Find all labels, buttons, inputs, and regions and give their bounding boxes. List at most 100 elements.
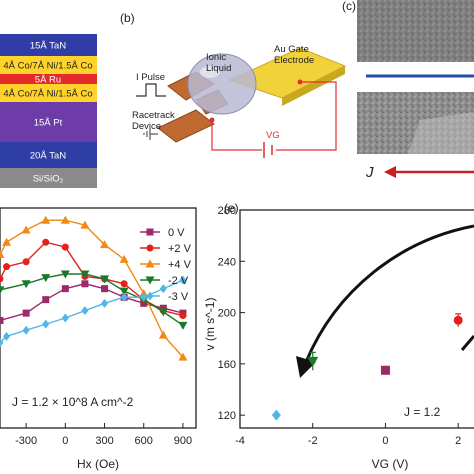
x-tick-label-d: 0 — [62, 435, 68, 447]
legend-label: 0 V — [168, 227, 185, 239]
current-arrowhead — [384, 166, 396, 178]
data-point — [21, 280, 31, 289]
data-point — [307, 356, 319, 367]
text-line: Ionic — [206, 52, 226, 63]
data-point — [120, 280, 128, 288]
kerr-image-top — [357, 0, 474, 62]
stack-layer — [0, 142, 97, 168]
legend-marker — [145, 259, 155, 268]
stack-layer-label: 4Å Co/7Å Ni/1.5Å Co — [3, 89, 92, 100]
data-point — [42, 296, 50, 304]
data-point — [100, 275, 110, 284]
current-density-annotation: J = 1.2 × 10^8 A cm^-2 — [12, 395, 134, 409]
data-point — [271, 409, 281, 421]
data-point — [100, 240, 110, 249]
text-line: Au Gate — [274, 44, 309, 55]
data-point — [21, 225, 31, 234]
data-point — [101, 285, 109, 293]
data-point — [60, 215, 70, 224]
circuit-node-1 — [209, 117, 215, 123]
y-tick-label-e: 200 — [218, 308, 236, 320]
y-tick-label-e: 120 — [218, 410, 236, 422]
pulse-symbol — [136, 83, 166, 97]
data-point — [158, 330, 168, 339]
x-tick-label-d: 900 — [174, 435, 192, 447]
data-point — [0, 249, 5, 258]
x-tick-label-d: 600 — [135, 435, 153, 447]
data-point — [380, 365, 390, 375]
stack-layer — [0, 102, 97, 142]
y-tick-label-e: 160 — [218, 359, 236, 371]
y-tick-label-e: 280 — [218, 205, 236, 217]
x-tick-label-e: 2 — [455, 435, 461, 447]
x-tick-label-e: 0 — [382, 435, 388, 447]
stack-layer-label: 20Å TaN — [30, 151, 66, 162]
circuit-wire-right — [276, 81, 337, 151]
series-line — [0, 219, 184, 358]
droplet-highlight — [200, 66, 220, 78]
stack-layer-label: 15Å Pt — [34, 118, 63, 129]
data-point — [41, 274, 51, 283]
legend-label: +4 V — [168, 259, 192, 271]
stack-layer — [0, 56, 97, 74]
data-point — [140, 292, 148, 302]
panel-label-b: (b) — [120, 11, 135, 25]
legend-label: -2 V — [168, 275, 189, 287]
stack-layer — [0, 168, 97, 188]
data-point — [61, 313, 69, 323]
legend-marker — [146, 244, 154, 252]
x-axis-label-e: VG (V) — [372, 457, 409, 471]
trend-arrow-curve — [304, 224, 474, 363]
data-point — [42, 319, 50, 329]
pulse-label: I Pulse — [136, 72, 165, 83]
data-point — [0, 275, 4, 283]
ground-icon — [143, 128, 158, 140]
stack-layer — [0, 84, 97, 102]
x-axis-label-d: Hx (Oe) — [77, 457, 119, 471]
data-point — [159, 284, 167, 294]
data-point — [178, 352, 188, 361]
x-tick-label-e: -4 — [235, 435, 245, 447]
data-point — [119, 254, 129, 263]
data-point — [120, 292, 128, 302]
panel-label-e: (e) — [224, 201, 239, 215]
trend-arrow-2 — [460, 335, 474, 351]
series-line — [0, 273, 184, 326]
stack-layer-label: 15Å TaN — [30, 41, 66, 52]
data-point — [3, 263, 11, 271]
data-point — [80, 270, 90, 279]
data-point — [453, 315, 463, 325]
data-point — [81, 280, 89, 288]
chart-hx: -300 0 300 600 900 J = 1.2 × 10^8 A cm^-2 Hx… — [0, 207, 197, 471]
legend-label: +2 V — [168, 243, 192, 255]
kerr-image-bottom — [357, 92, 474, 154]
data-point — [119, 287, 129, 296]
stack-layer — [0, 34, 97, 56]
text-line: Electrode — [274, 55, 314, 66]
data-point — [158, 308, 168, 317]
device-schematic: (b) I Pulse Ionic Liquid Racetrack Device … — [120, 11, 347, 158]
data-point — [179, 275, 187, 285]
legend-marker — [146, 228, 154, 236]
voltage-label: VG — [266, 130, 280, 141]
gate-electrode-edge — [282, 66, 345, 106]
data-point — [61, 285, 69, 293]
layer-stack: 15Å TaN 4Å Co/7Å Ni/1.5Å Co 5Å Ru 4Å Co/7Å … — [0, 34, 97, 188]
y-tick-label-e: 240 — [218, 256, 236, 268]
data-point — [80, 220, 90, 229]
panel-label-c: (c) — [342, 0, 356, 13]
data-point — [22, 325, 30, 335]
stack-layer-label: 4Å Co/7Å Ni/1.5Å Co — [3, 61, 92, 72]
series-line — [0, 241, 184, 317]
data-point — [178, 321, 188, 330]
stack-layer — [0, 74, 97, 84]
legend-marker — [145, 276, 155, 285]
stack-layer-label: Si/SiO₂ — [33, 174, 64, 185]
gate-electrode-label: Au Gate Electrode — [274, 44, 314, 66]
data-point — [179, 312, 187, 320]
x-tick-label-e: -2 — [308, 435, 318, 447]
legend-marker — [146, 291, 154, 301]
data-point — [101, 298, 109, 308]
kerr-images: (c) J — [342, 0, 474, 181]
